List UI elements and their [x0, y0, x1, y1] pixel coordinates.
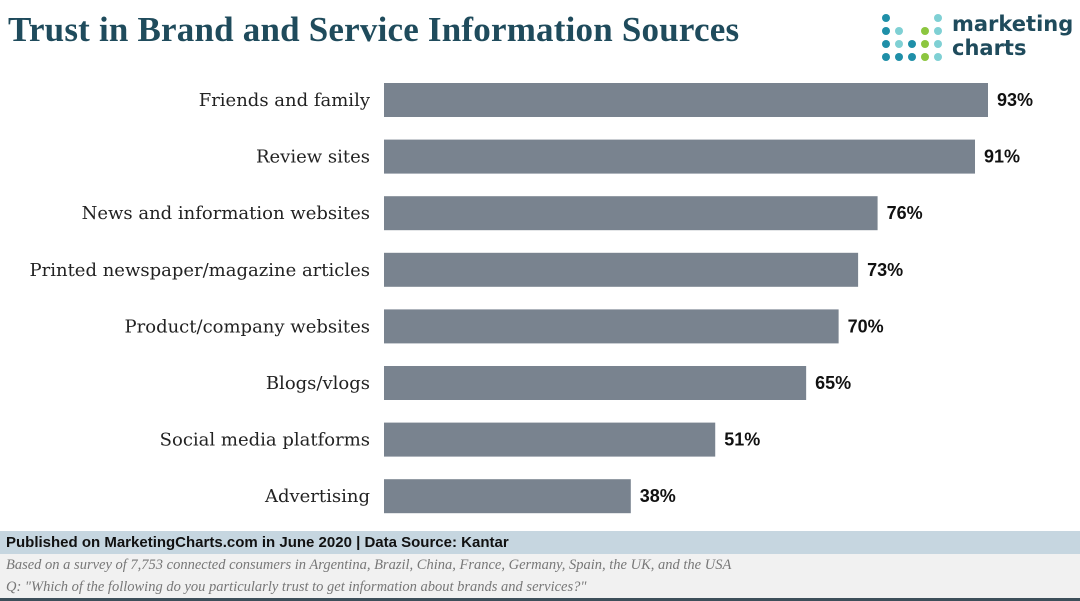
logo-dot: [882, 27, 890, 35]
logo-dot: [882, 53, 890, 61]
bar: [384, 139, 976, 174]
logo-dot: [895, 27, 903, 35]
logo-dot: [908, 40, 916, 48]
category-label: Friends and family: [199, 90, 371, 111]
value-label: 38%: [640, 486, 676, 506]
value-label: 76%: [887, 203, 923, 223]
published-line: Published on MarketingCharts.com in June…: [0, 531, 1080, 554]
footer-notes: Based on a survey of 7,753 connected con…: [0, 554, 1080, 598]
value-label: 65%: [815, 373, 851, 393]
value-label: 51%: [724, 430, 760, 450]
value-label: 70%: [848, 316, 884, 336]
logo-dot: [908, 53, 916, 61]
category-label: Product/company websites: [125, 316, 370, 337]
bar-chart: Friends and family 93% Review sites 91% News…: [30, 83, 1033, 514]
bar: [384, 422, 716, 457]
bar: [384, 83, 988, 117]
category-label: Social media platforms: [160, 430, 370, 451]
value-label: 93%: [997, 90, 1033, 110]
value-label: 91%: [984, 147, 1020, 167]
category-label: Advertising: [264, 486, 370, 507]
logo-dot: [921, 27, 929, 35]
bar: [384, 366, 807, 400]
survey-question: Q: "Which of the following do you partic…: [6, 579, 587, 595]
category-label: News and information websites: [82, 203, 370, 224]
logo-dot: [882, 14, 890, 22]
survey-note: Based on a survey of 7,753 connected con…: [6, 557, 732, 573]
logo-dot: [934, 27, 942, 35]
bar: [384, 479, 631, 514]
logo-dot: [921, 53, 929, 61]
logo-dot: [895, 40, 903, 48]
logo-dot: [934, 40, 942, 48]
logo-line2: charts: [952, 36, 1027, 60]
bar: [384, 252, 859, 287]
logo-line1: marketing: [952, 12, 1074, 36]
marketing-charts-logo: marketing charts: [880, 12, 1080, 64]
logo-dot: [895, 53, 903, 61]
category-label: Review sites: [256, 147, 370, 168]
logo-dot: [934, 14, 942, 22]
bottom-rule: [0, 598, 1080, 601]
category-label: Printed newspaper/magazine articles: [30, 260, 371, 281]
category-label: Blogs/vlogs: [266, 373, 370, 394]
logo-dot: [882, 40, 890, 48]
chart-title: Trust in Brand and Service Information S…: [8, 10, 740, 49]
value-label: 73%: [867, 260, 903, 280]
logo-dot: [934, 53, 942, 61]
logo-dot: [921, 40, 929, 48]
bar: [384, 309, 839, 344]
bar: [384, 196, 878, 231]
